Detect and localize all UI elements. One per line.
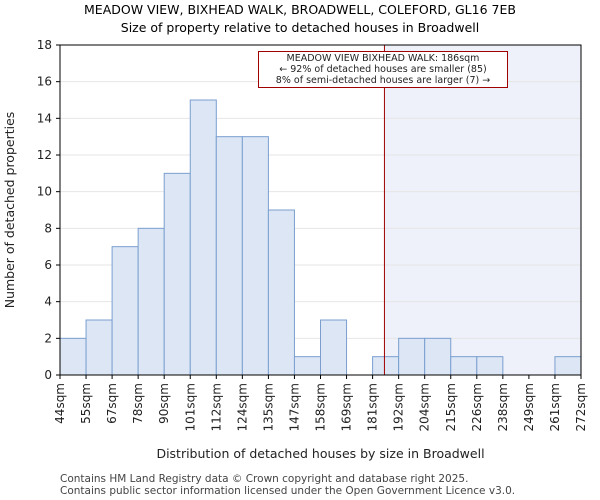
x-tick-label: 112sqm — [209, 383, 223, 431]
x-tick-label: 55sqm — [79, 383, 93, 424]
histogram-bar — [424, 337, 452, 376]
histogram-bar — [554, 356, 582, 376]
x-tick-label: 78sqm — [131, 383, 145, 424]
y-tick-label: 4 — [44, 295, 52, 309]
x-tick-label: 158sqm — [314, 383, 328, 431]
y-tick-label: 8 — [44, 221, 52, 235]
annotation-line-1: MEADOW VIEW BIXHEAD WALK: 186sqm — [286, 53, 480, 64]
y-tick-label: 12 — [37, 148, 52, 162]
histogram-bar — [137, 227, 165, 376]
histogram-bar — [241, 136, 269, 376]
histogram-bar — [85, 319, 113, 376]
histogram-bar — [189, 99, 217, 376]
histogram-bar — [215, 136, 243, 376]
x-tick-label: 261sqm — [548, 383, 562, 431]
x-tick-label: 238sqm — [496, 383, 510, 431]
y-tick-label: 10 — [37, 185, 52, 199]
x-tick-label: 272sqm — [574, 383, 588, 431]
x-tick-label: 204sqm — [418, 383, 432, 431]
histogram-bar — [476, 356, 504, 376]
x-tick-label: 44sqm — [53, 383, 67, 424]
x-tick-label: 67sqm — [105, 383, 119, 424]
y-tick-label: 6 — [44, 258, 52, 272]
x-tick-label: 147sqm — [287, 383, 301, 431]
histogram-bar — [450, 356, 478, 376]
x-tick-label: 90sqm — [157, 383, 171, 424]
histogram-bar — [111, 246, 139, 376]
x-tick-label: 226sqm — [470, 383, 484, 431]
annotation-line-2: ← 92% of detached houses are smaller (85… — [279, 64, 487, 75]
x-tick-label: 249sqm — [522, 383, 536, 431]
footer-line-1: Contains HM Land Registry data © Crown c… — [60, 473, 469, 485]
y-tick-label: 0 — [44, 368, 52, 382]
histogram-bar — [320, 319, 348, 376]
histogram-bar — [372, 356, 400, 376]
histogram-bar — [59, 337, 87, 376]
chart-subtitle: Size of property relative to detached ho… — [120, 20, 480, 35]
chart-title: MEADOW VIEW, BIXHEAD WALK, BROADWELL, CO… — [84, 2, 516, 17]
x-tick-label: 169sqm — [340, 383, 354, 431]
histogram-bar — [293, 356, 322, 376]
histogram-bar — [267, 209, 295, 376]
x-tick-label: 124sqm — [235, 383, 249, 431]
footer-line-2: Contains public sector information licen… — [60, 485, 516, 497]
histogram-bar — [163, 172, 191, 376]
highlight-region — [384, 45, 581, 375]
x-tick-label: 101sqm — [183, 383, 197, 431]
x-tick-label: 135sqm — [261, 383, 275, 431]
x-axis-label: Distribution of detached houses by size … — [156, 446, 484, 461]
y-tick-label: 14 — [37, 111, 52, 125]
property-annotation: MEADOW VIEW BIXHEAD WALK: 186sqm ← 92% o… — [258, 51, 508, 88]
y-tick-label: 2 — [44, 331, 52, 345]
y-axis-label: Number of detached properties — [2, 112, 17, 309]
histogram-bar — [398, 337, 426, 376]
y-tick-label: 16 — [37, 75, 52, 89]
y-tick-label: 18 — [37, 38, 52, 52]
x-tick-label: 181sqm — [366, 383, 380, 431]
annotation-line-3: 8% of semi-detached houses are larger (7… — [275, 75, 491, 86]
x-tick-label: 192sqm — [392, 383, 406, 431]
x-tick-label: 215sqm — [444, 383, 458, 431]
